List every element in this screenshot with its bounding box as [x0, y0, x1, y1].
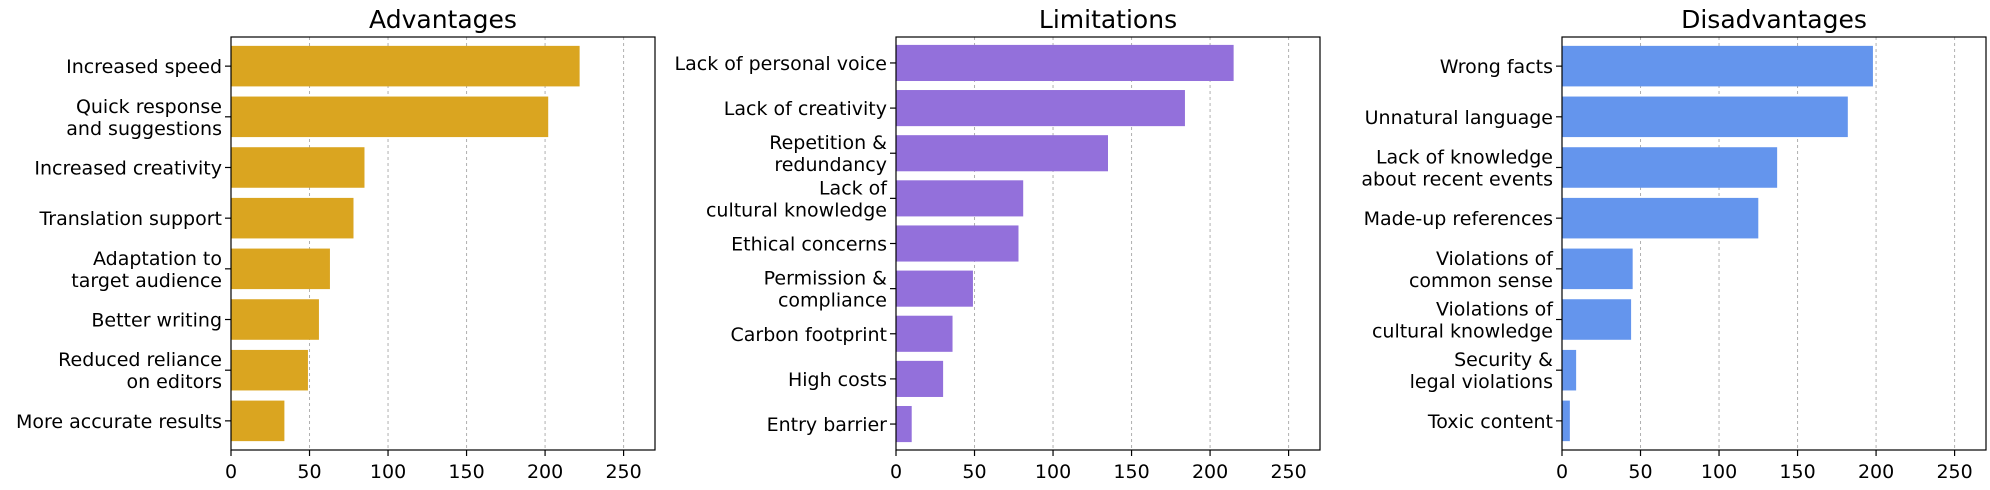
advantages-bar: Adaptation to target audience: 63 [231, 248, 330, 290]
category-label: Lack of creativity [724, 98, 887, 120]
category-label: Permission & compliance [764, 268, 888, 312]
advantages-bar: Increased speed: 222 [231, 45, 580, 87]
category-label: Violations of common sense [1409, 248, 1554, 292]
limitations-bar: Permission & compliance: 49 [896, 270, 973, 307]
x-tick-label: 200 [1192, 461, 1228, 483]
advantages-bar: Increased creativity: 85 [231, 147, 365, 188]
category-label: Translation support [38, 208, 222, 230]
category-label: Adaptation to target audience [71, 248, 222, 292]
x-tick-label: 50 [297, 461, 321, 483]
limitations-bar: High costs: 30 [896, 360, 944, 397]
disadvantages-bar: Violations of cultural knowledge: 44 [1562, 299, 1632, 340]
limitations-bar: Lack of cultural knowledge: 81 [896, 180, 1024, 217]
x-tick-label: 100 [1701, 461, 1737, 483]
category-label: Carbon footprint [730, 324, 887, 346]
category-label: Unnatural language [1365, 107, 1553, 129]
advantages-bar: More accurate results: 34 [231, 400, 285, 442]
category-label: Repetition & redundancy [769, 132, 887, 176]
advantages-bar: Translation support: 78 [231, 197, 354, 239]
category-label: Quick response and suggestions [66, 96, 222, 140]
category-label: Wrong facts [1440, 56, 1553, 78]
disadvantages-panel: 0 50 100 150 200 250 Wrong facts: 198 Wrong fac… [1361, 5, 1987, 483]
chart-title: Limitations [1039, 5, 1177, 34]
x-tick-label: 0 [1556, 461, 1568, 483]
x-tick-label: 0 [890, 461, 902, 483]
x-tick-label: 0 [225, 461, 237, 483]
x-tick-label: 250 [1936, 461, 1972, 483]
category-label: Toxic content [1427, 411, 1553, 433]
disadvantages-bar: Lack of knowledge about recent events: 1… [1562, 147, 1778, 188]
x-tick-label: 250 [1270, 461, 1306, 483]
x-tick-label: 50 [962, 461, 986, 483]
category-label: Entry barrier [767, 414, 888, 436]
limitations-bar: Lack of personal voice: 215 [896, 44, 1234, 82]
advantages-bar: Better writing: 56 [231, 299, 319, 340]
advantages-bar: Reduced reliance on editors: 49 [231, 349, 308, 391]
category-label: Increased speed [66, 56, 222, 78]
category-label: Violations of cultural knowledge [1372, 299, 1554, 343]
x-tick-label: 150 [1779, 461, 1815, 483]
limitations-bar: Lack of creativity: 184 [896, 90, 1185, 127]
limitations-bar: Entry barrier: 10 [896, 405, 912, 443]
advantages-bar: Quick response and suggestions: 202 [231, 96, 549, 138]
limitations-panel: 0 50 100 150 200 250 Lack of personal voice: 2… [675, 5, 1321, 483]
plot-frame [230, 36, 656, 451]
advantages-panel: 0 50 100 150 200 250 Increased speed: 222 Incre… [16, 5, 656, 483]
x-tick-label: 150 [1113, 461, 1149, 483]
disadvantages-bar: Made-up references: 125 [1562, 197, 1759, 239]
limitations-bar: Ethical concerns: 78 [896, 225, 1019, 262]
x-tick-label: 200 [527, 461, 563, 483]
disadvantages-bar: Toxic content: 5 [1562, 400, 1570, 442]
x-tick-label: 100 [370, 461, 406, 483]
category-label: Made-up references [1364, 208, 1553, 230]
chart-title: Disadvantages [1681, 5, 1867, 34]
disadvantages-bar: Security & legal violations: 9 [1562, 349, 1577, 391]
x-tick-label: 100 [1035, 461, 1071, 483]
category-label: Ethical concerns [731, 234, 887, 256]
category-label: Increased creativity [34, 157, 222, 179]
disadvantages-bar: Wrong facts: 198 [1562, 45, 1873, 87]
chart-title: Advantages [369, 5, 517, 34]
x-tick-label: 150 [448, 461, 484, 483]
category-label: More accurate results [16, 411, 222, 433]
plot-frame [895, 36, 1321, 451]
x-tick-label: 250 [605, 461, 641, 483]
x-tick-label: 50 [1628, 461, 1652, 483]
limitations-bar: Carbon footprint: 36 [896, 315, 953, 352]
category-label: Lack of cultural knowledge [706, 177, 888, 221]
x-tick-label: 200 [1858, 461, 1894, 483]
category-label: Better writing [91, 310, 222, 332]
limitations-bar: Repetition & redundancy: 135 [896, 135, 1108, 172]
disadvantages-bar: Violations of common sense: 45 [1562, 248, 1633, 290]
category-label: Lack of knowledge about recent events [1361, 146, 1553, 190]
disadvantages-bar: Unnatural language: 182 [1562, 96, 1848, 138]
category-label: High costs [788, 369, 887, 391]
category-label: Lack of personal voice [675, 53, 887, 75]
category-label: Security & legal violations [1410, 349, 1554, 393]
category-label: Reduced reliance on editors [58, 349, 222, 393]
plot-frame [1561, 36, 1987, 451]
